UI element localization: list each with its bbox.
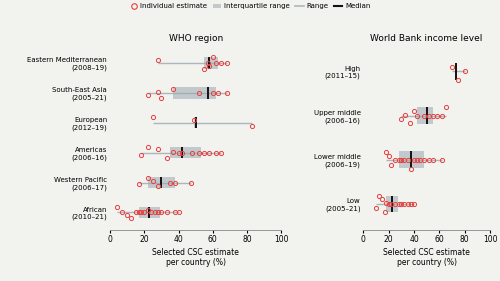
Title: World Bank income level: World Bank income level: [370, 34, 483, 43]
Bar: [386, 196, 398, 212]
Title: WHO region: WHO region: [168, 34, 223, 43]
X-axis label: Selected CSC estimate
per country (%): Selected CSC estimate per country (%): [383, 248, 470, 267]
Bar: [204, 57, 218, 69]
Bar: [399, 151, 424, 168]
Bar: [139, 207, 160, 218]
X-axis label: Selected CSC estimate
per country (%): Selected CSC estimate per country (%): [152, 248, 239, 267]
Bar: [416, 107, 433, 124]
Legend: Individual estimate, Interquartile range, Range, Median: Individual estimate, Interquartile range…: [130, 3, 370, 10]
Bar: [194, 117, 198, 128]
Bar: [170, 147, 201, 158]
Bar: [148, 177, 175, 188]
Bar: [174, 87, 216, 99]
